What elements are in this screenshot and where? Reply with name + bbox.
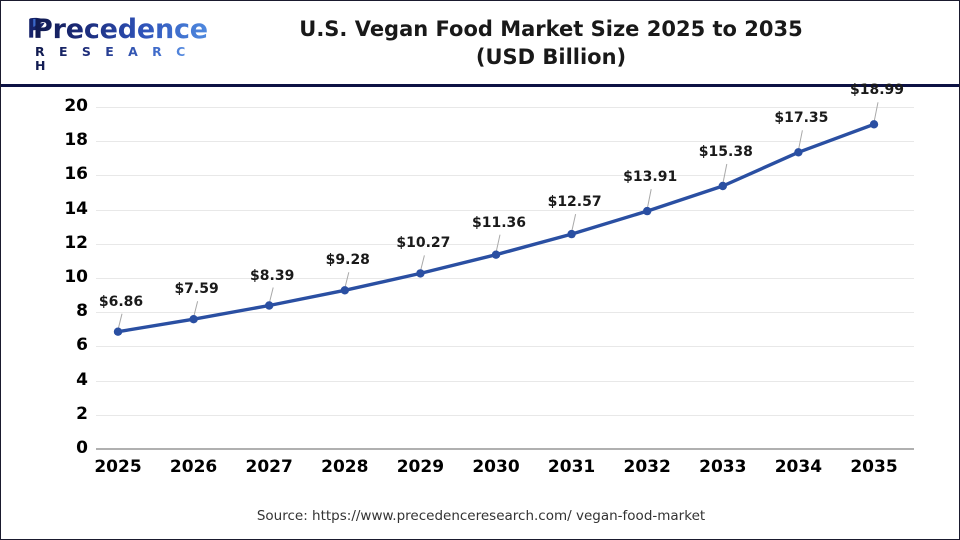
gridline (96, 107, 914, 108)
chart-gridlines (96, 89, 914, 450)
source-caption: Source: https://www.precedenceresearch.c… (256, 508, 706, 524)
data-point-marker (416, 269, 425, 278)
data-point-marker (340, 286, 349, 295)
label-leader-line (571, 213, 577, 233)
label-leader-line (268, 287, 274, 304)
logo-subtitle: R E S E A R C H (35, 45, 195, 73)
data-point-label: $17.35 (774, 110, 829, 127)
data-point-label: $12.57 (547, 194, 602, 211)
data-point-marker (643, 206, 652, 216)
x-axis-tick-label: 2028 (321, 457, 369, 477)
x-axis-tick-label: 2029 (396, 457, 445, 477)
y-axis-tick-label: 14 (64, 198, 88, 219)
x-axis-tick-label: 2031 (547, 457, 596, 477)
y-axis-tick-label: 12 (64, 232, 88, 253)
y-axis-tick-label: 20 (64, 96, 88, 116)
gridline (96, 175, 914, 177)
y-axis-tick-label: 16 (64, 164, 88, 185)
data-point-marker (113, 327, 123, 336)
axis-baseline (96, 448, 914, 450)
leaf-mark-icon (29, 17, 46, 38)
gridline (96, 278, 914, 279)
x-axis-tick-label: 2033 (699, 457, 747, 477)
gridline (96, 209, 914, 211)
page-header: Precedence R E S E A R C H U.S. Vegan Fo… (1, 1, 959, 87)
gridline (96, 243, 914, 245)
data-point-marker (567, 229, 576, 239)
data-point-label: $11.36 (471, 214, 527, 231)
data-point-marker (869, 120, 879, 129)
y-axis: 20 18 16 14 12 10 8 6 4 2 0 (36, 89, 88, 458)
x-axis-tick-label: 2027 (245, 457, 293, 477)
precedence-research-logo: Precedence R E S E A R C H (15, 15, 208, 73)
header-divider (1, 84, 959, 87)
chart-plot-area: 20 18 16 14 12 10 8 6 4 2 0 2025 2026 2027 2028 2029 20… (1, 82, 959, 489)
data-point-label: $7.59 (174, 281, 219, 298)
data-point-label: $13.91 (623, 169, 678, 186)
label-leader-line (495, 234, 501, 253)
x-axis-tick-label: 2035 (850, 457, 898, 477)
data-point-label: $10.27 (396, 235, 451, 252)
data-point-label: $15.38 (698, 144, 753, 160)
gridline (96, 141, 914, 143)
data-point-marker (718, 181, 727, 191)
label-leader-line (646, 189, 652, 210)
logo-wordmark: Precedence (33, 14, 208, 45)
label-leader-line (193, 301, 199, 318)
x-axis-tick-label: 2026 (169, 457, 218, 477)
data-point-marker (265, 301, 274, 310)
line-series (113, 102, 879, 336)
data-point-label: $8.39 (250, 267, 295, 284)
x-axis-tick-label: 2025 (94, 457, 142, 477)
gridline (96, 380, 914, 382)
chart-title-line-1: U.S. Vegan Food Market Size 2025 to 2035 (299, 17, 803, 41)
chart-title-line-2: (USD Billion) (475, 45, 627, 69)
y-axis-tick-label: 0 (76, 438, 88, 458)
y-axis-tick-label: 2 (76, 403, 88, 424)
gridline (96, 312, 914, 314)
data-point-label: $6.86 (98, 293, 144, 310)
gridline (96, 346, 914, 348)
data-point-marker (794, 148, 803, 157)
y-axis-tick-label: 4 (76, 369, 88, 390)
label-leader-line (344, 272, 350, 289)
y-axis-tick-label: 10 (64, 267, 88, 287)
label-leader-line (873, 102, 879, 123)
data-point-marker (491, 250, 501, 259)
data-point-marker (189, 315, 198, 324)
gridline (96, 414, 914, 416)
data-point-label: $9.28 (325, 252, 370, 269)
x-axis-tick-label: 2032 (623, 457, 671, 477)
x-axis-tick-label: 2030 (472, 457, 520, 477)
label-leader-line (419, 255, 425, 272)
label-leader-line (722, 163, 728, 185)
y-axis-tick-label: 6 (76, 335, 88, 356)
y-axis-tick-label: 18 (64, 130, 88, 151)
page-title: U.S. Vegan Food Market Size 2025 to 2035… (201, 15, 901, 71)
data-point-label: $18.99 (849, 82, 905, 99)
label-leader-line (117, 313, 123, 330)
x-axis: 2025 2026 2027 2028 2029 2030 2031 2032 2033 2034… (1, 457, 959, 485)
x-axis-tick-label: 2034 (774, 457, 823, 477)
y-axis-tick-label: 8 (76, 301, 88, 322)
label-leader-line (797, 130, 803, 151)
